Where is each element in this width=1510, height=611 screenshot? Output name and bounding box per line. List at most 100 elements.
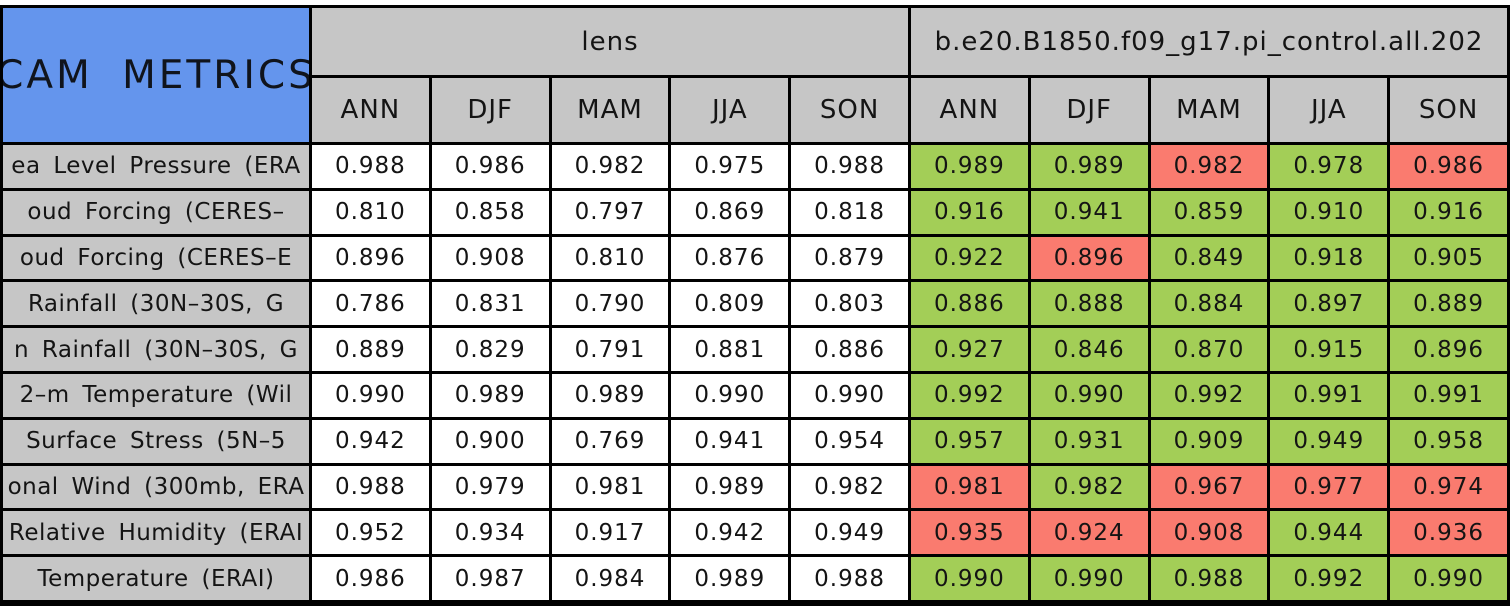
lens-value-cell: 0.990 <box>671 373 789 417</box>
lens-value-cell: 0.858 <box>431 190 549 234</box>
lens-value-cell: 0.810 <box>551 236 669 280</box>
season-header-case-ann: ANN <box>911 78 1028 142</box>
case-value-cell: 0.897 <box>1270 282 1388 326</box>
lens-value-cell: 0.797 <box>551 190 669 234</box>
season-header-case-son: SON <box>1390 78 1507 142</box>
case-value-cell: 0.982 <box>1150 145 1268 188</box>
lens-value-cell: 0.975 <box>671 145 789 188</box>
case-value-cell: 0.849 <box>1150 236 1268 280</box>
case-value-cell: 0.991 <box>1270 373 1388 417</box>
case-value-cell: 0.927 <box>911 328 1028 371</box>
case-value-cell: 0.888 <box>1030 282 1148 326</box>
metric-row-label: Surface Stress (5N–5 <box>3 419 309 463</box>
case-value-cell: 0.905 <box>1390 236 1507 280</box>
lens-value-cell: 0.831 <box>431 282 549 326</box>
case-value-cell: 0.922 <box>911 236 1028 280</box>
lens-value-cell: 0.818 <box>791 190 908 234</box>
case-value-cell: 0.974 <box>1390 465 1507 509</box>
metric-row-label: onal Wind (300mb, ERA <box>3 465 309 509</box>
case-value-cell: 0.981 <box>911 465 1028 509</box>
lens-value-cell: 0.981 <box>551 465 669 509</box>
case-value-cell: 0.967 <box>1150 465 1268 509</box>
case-value-cell: 0.931 <box>1030 419 1148 463</box>
case-value-cell: 0.870 <box>1150 328 1268 371</box>
case-value-cell: 0.859 <box>1150 190 1268 234</box>
case-value-cell: 0.908 <box>1150 511 1268 555</box>
case-value-cell: 0.886 <box>911 282 1028 326</box>
case-value-cell: 0.986 <box>1390 145 1507 188</box>
metric-row-label: oud Forcing (CERES–E <box>3 236 309 280</box>
case-value-cell: 0.918 <box>1270 236 1388 280</box>
case-value-cell: 0.924 <box>1030 511 1148 555</box>
lens-value-cell: 0.982 <box>791 465 908 509</box>
case-value-cell: 0.990 <box>1390 557 1507 600</box>
lens-value-cell: 0.803 <box>791 282 908 326</box>
case-value-cell: 0.990 <box>1030 557 1148 600</box>
metric-row-label: oud Forcing (CERES– <box>3 190 309 234</box>
column-group-header-case: b.e20.B1850.f09_g17.pi_control.all.202 <box>911 8 1507 75</box>
season-header-case-djf: DJF <box>1030 78 1148 142</box>
season-header-lens-djf: DJF <box>431 78 549 142</box>
metric-row-label: Relative Humidity (ERAI <box>3 511 309 555</box>
case-value-cell: 0.988 <box>1150 557 1268 600</box>
lens-value-cell: 0.829 <box>431 328 549 371</box>
lens-value-cell: 0.986 <box>312 557 429 600</box>
lens-value-cell: 0.791 <box>551 328 669 371</box>
lens-value-cell: 0.989 <box>671 465 789 509</box>
lens-value-cell: 0.987 <box>431 557 549 600</box>
case-value-cell: 0.889 <box>1390 282 1507 326</box>
case-value-cell: 0.958 <box>1390 419 1507 463</box>
case-value-cell: 0.915 <box>1270 328 1388 371</box>
season-header-case-jja: JJA <box>1270 78 1388 142</box>
case-value-cell: 0.935 <box>911 511 1028 555</box>
metric-row-label: Temperature (ERAI) <box>3 557 309 600</box>
case-value-cell: 0.990 <box>911 557 1028 600</box>
lens-value-cell: 0.949 <box>791 511 908 555</box>
lens-value-cell: 0.982 <box>551 145 669 188</box>
season-header-lens-jja: JJA <box>671 78 789 142</box>
lens-value-cell: 0.952 <box>312 511 429 555</box>
lens-value-cell: 0.984 <box>551 557 669 600</box>
lens-value-cell: 0.941 <box>671 419 789 463</box>
column-group-header-lens: lens <box>312 8 908 75</box>
cam-metrics-table: CAM METRICS lens b.e20.B1850.f09_g17.pi_… <box>0 5 1510 606</box>
case-value-cell: 0.896 <box>1030 236 1148 280</box>
lens-value-cell: 0.942 <box>312 419 429 463</box>
lens-value-cell: 0.879 <box>791 236 908 280</box>
lens-value-cell: 0.988 <box>312 465 429 509</box>
metric-row-label: ea Level Pressure (ERA <box>3 145 309 188</box>
case-value-cell: 0.990 <box>1030 373 1148 417</box>
metric-row-label: 2–m Temperature (Wil <box>3 373 309 417</box>
case-value-cell: 0.991 <box>1390 373 1507 417</box>
season-header-lens-son: SON <box>791 78 908 142</box>
lens-value-cell: 0.988 <box>791 557 908 600</box>
case-value-cell: 0.992 <box>1150 373 1268 417</box>
case-value-cell: 0.978 <box>1270 145 1388 188</box>
case-value-cell: 0.944 <box>1270 511 1388 555</box>
lens-value-cell: 0.989 <box>431 373 549 417</box>
case-value-cell: 0.992 <box>1270 557 1388 600</box>
metric-row-label: Rainfall (30N–30S, G <box>3 282 309 326</box>
case-value-cell: 0.957 <box>911 419 1028 463</box>
case-value-cell: 0.989 <box>911 145 1028 188</box>
lens-value-cell: 0.886 <box>791 328 908 371</box>
lens-value-cell: 0.988 <box>791 145 908 188</box>
case-value-cell: 0.884 <box>1150 282 1268 326</box>
case-value-cell: 0.949 <box>1270 419 1388 463</box>
lens-value-cell: 0.942 <box>671 511 789 555</box>
case-value-cell: 0.977 <box>1270 465 1388 509</box>
case-value-cell: 0.941 <box>1030 190 1148 234</box>
lens-value-cell: 0.989 <box>671 557 789 600</box>
lens-value-cell: 0.990 <box>791 373 908 417</box>
lens-value-cell: 0.986 <box>431 145 549 188</box>
season-header-lens-ann: ANN <box>312 78 429 142</box>
lens-value-cell: 0.990 <box>312 373 429 417</box>
lens-value-cell: 0.979 <box>431 465 549 509</box>
case-value-cell: 0.846 <box>1030 328 1148 371</box>
lens-value-cell: 0.810 <box>312 190 429 234</box>
lens-value-cell: 0.900 <box>431 419 549 463</box>
lens-value-cell: 0.809 <box>671 282 789 326</box>
lens-value-cell: 0.889 <box>312 328 429 371</box>
lens-value-cell: 0.790 <box>551 282 669 326</box>
